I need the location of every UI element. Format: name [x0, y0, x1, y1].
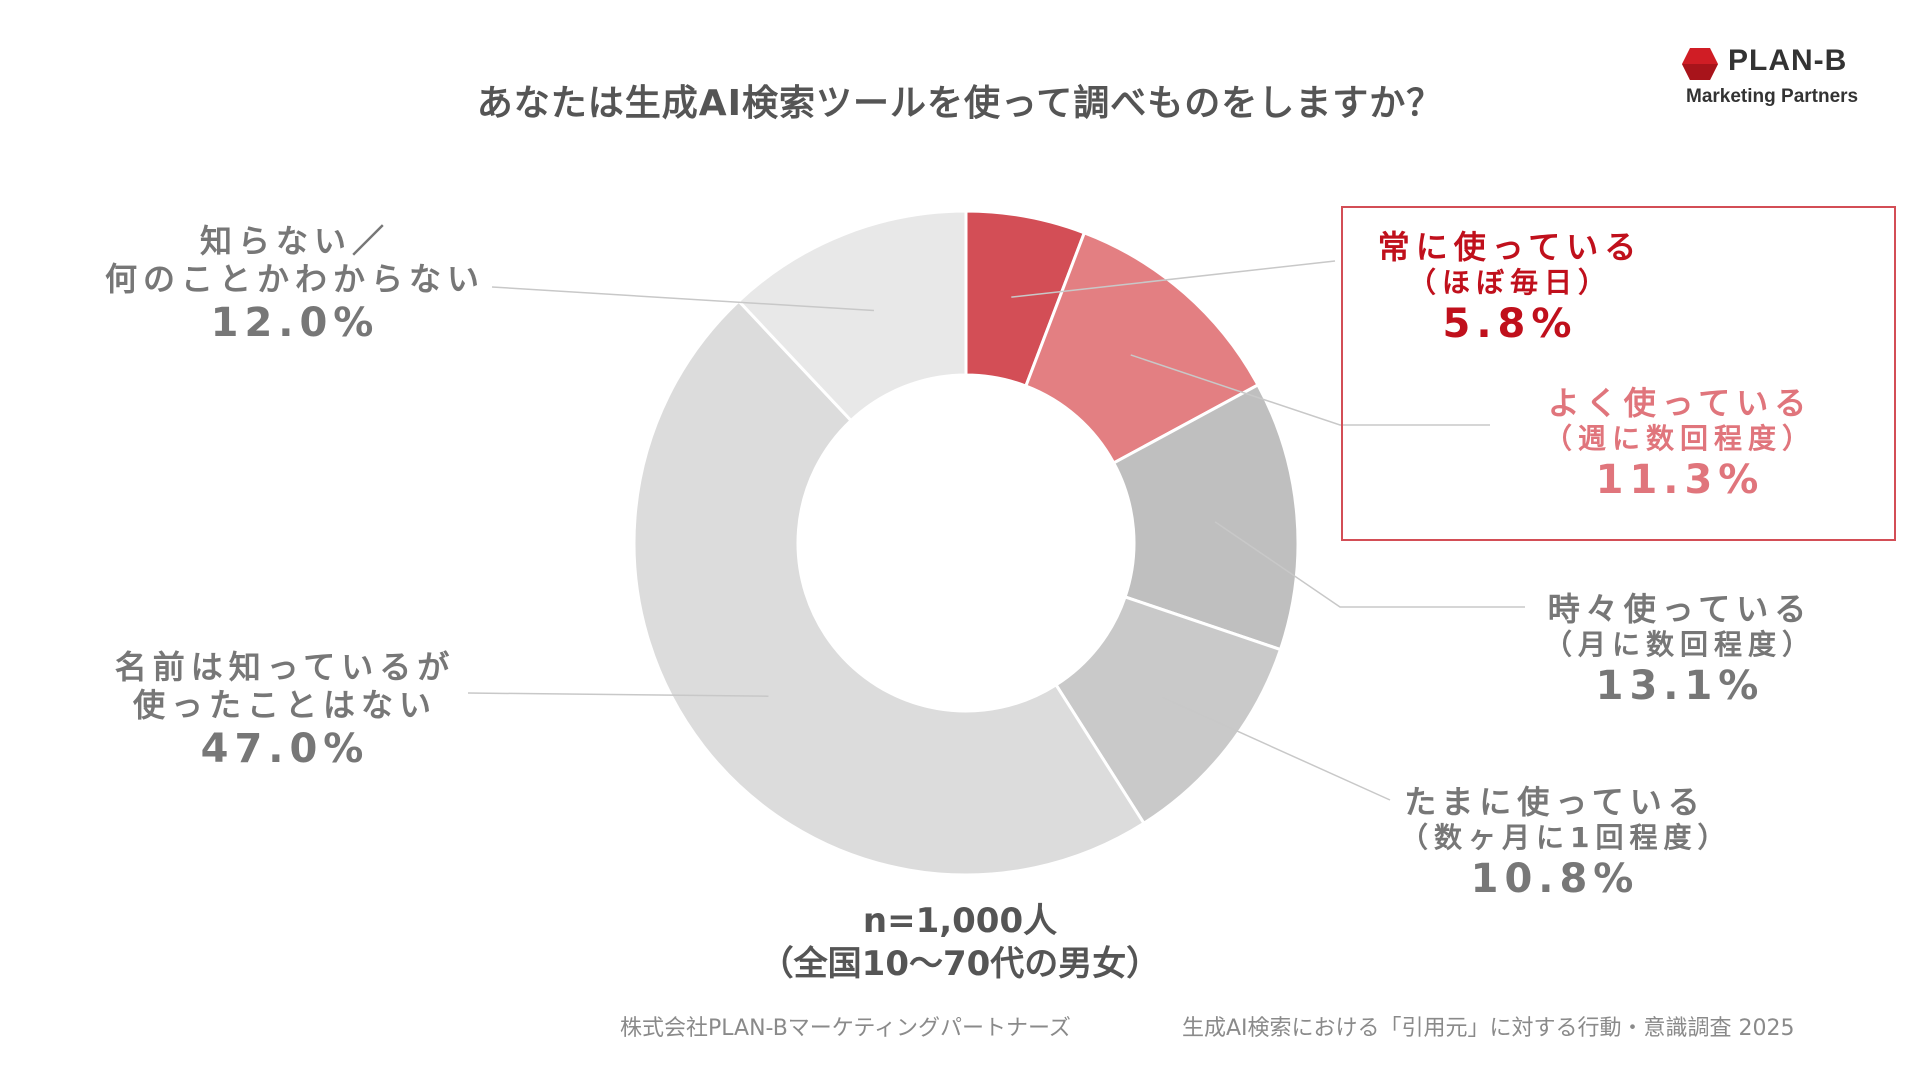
label-know-not-used-pct: 47.0% [200, 725, 370, 772]
label-often-pct: 11.3% [1595, 456, 1765, 503]
sample-size: n=1,000人 （全国10〜70代の男女） [0, 900, 1920, 985]
label-unknown-pct: 12.0% [210, 299, 380, 346]
label-often-sub: （週に数回程度） [1543, 422, 1816, 456]
label-always-name: 常に使っている [1377, 228, 1643, 266]
plan-b-logo: PLAN-B Marketing Partners [1680, 44, 1870, 114]
label-often-name: よく使っている [1547, 384, 1813, 422]
slice-know-not-used [632, 298, 1146, 877]
label-sometimes-sub: （月に数回程度） [1543, 628, 1816, 662]
chart-title: あなたは生成AI検索ツールを使って調べものをしますか？ [476, 83, 1444, 124]
slice-occasionally-leader-line [1162, 696, 1391, 801]
slice-unknown [736, 209, 968, 423]
label-occasionally-sub: （数ヶ月に1回程度） [1400, 821, 1732, 855]
footer-survey: 生成AI検索における「引用元」に対する行動・意識調査 2025 [1182, 1016, 1795, 1041]
slice-often-leader-line [1130, 354, 1490, 426]
slice-unknown-leader-line [491, 286, 875, 312]
logo-name: PLAN-B [1728, 44, 1848, 77]
label-always-sub: （ほぼ毎日） [1407, 266, 1612, 300]
label-often: よく使っている （週に数回程度） 11.3% [1520, 384, 1840, 504]
sample-size-n: n=1,000人 [862, 901, 1058, 941]
label-unknown-sub: 何のことかわからない [104, 260, 485, 299]
slice-always-leader-line [1011, 260, 1336, 298]
label-unknown: 知らない／ 何のことかわからない 12.0% [100, 222, 490, 347]
label-sometimes-name: 時々使っている [1547, 590, 1813, 628]
slice-know-not-used-leader-line [467, 692, 769, 697]
label-sometimes: 時々使っている （月に数回程度） 13.1% [1540, 590, 1820, 710]
label-always: 常に使っている （ほぼ毎日） 5.8% [1360, 228, 1660, 348]
logo-tagline: Marketing Partners [1686, 86, 1859, 107]
label-occasionally-pct: 10.8% [1470, 855, 1640, 902]
slice-sometimes [1111, 382, 1300, 652]
slice-sometimes-leader-line [1214, 521, 1525, 608]
label-occasionally: たまに使っている （数ヶ月に1回程度） 10.8% [1400, 783, 1732, 903]
footer-company: 株式会社PLAN-Bマーケティングパートナーズ [620, 1016, 1071, 1041]
highlight-box [1341, 206, 1896, 541]
label-unknown-name: 知らない／ [199, 222, 390, 260]
logo-mark-icon [1682, 48, 1718, 80]
label-know-not-used-sub: 使ったことはない [132, 686, 437, 725]
sample-size-population: （全国10〜70代の男女） [759, 943, 1161, 984]
label-know-not-used: 名前は知っているが 使ったことはない 47.0% [110, 648, 460, 773]
label-know-not-used-name: 名前は知っているが [114, 648, 456, 686]
label-occasionally-name: たまに使っている [1404, 783, 1706, 821]
label-sometimes-pct: 13.1% [1595, 662, 1765, 709]
label-always-pct: 5.8% [1442, 300, 1578, 347]
